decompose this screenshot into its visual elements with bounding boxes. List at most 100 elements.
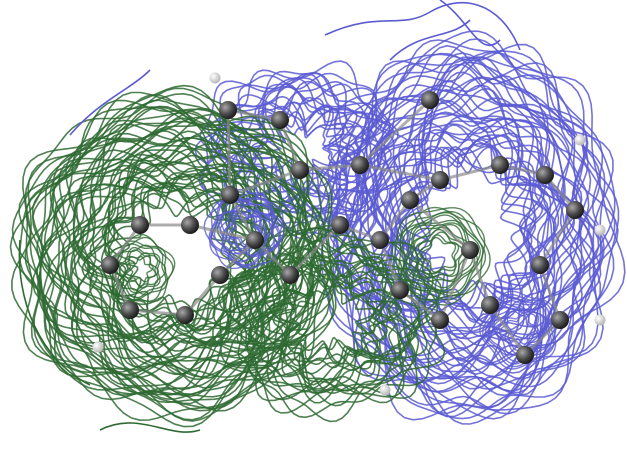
atom (271, 111, 289, 129)
atom (121, 301, 139, 319)
bond (229, 168, 301, 197)
streamline (251, 256, 403, 381)
streamline (484, 296, 553, 365)
streamline (389, 19, 471, 61)
bond (299, 163, 361, 172)
atom (431, 311, 449, 329)
atom (351, 156, 369, 174)
streamline (99, 422, 201, 433)
streamline (40, 111, 316, 405)
streamline (102, 173, 253, 332)
streamline (76, 154, 271, 361)
streamline (24, 108, 325, 396)
atom (281, 266, 299, 284)
atom (491, 156, 509, 174)
bond (189, 223, 256, 242)
atom (566, 201, 584, 219)
molecule (92, 72, 606, 396)
bond (438, 249, 472, 321)
streamline (236, 243, 428, 407)
atom (131, 216, 149, 234)
atom (391, 281, 409, 299)
streamline (408, 223, 474, 289)
streamline (324, 1, 521, 51)
bond (538, 209, 577, 266)
streamline (117, 244, 167, 296)
atom (181, 216, 199, 234)
atom (176, 306, 194, 324)
streamline (392, 207, 491, 306)
streamline (52, 117, 300, 391)
streamline (217, 227, 439, 404)
streamline (235, 239, 420, 390)
hydrogen-atom (379, 384, 391, 396)
streamline (11, 87, 333, 422)
bond (409, 198, 471, 252)
streamline (72, 149, 287, 371)
streamline (482, 293, 555, 368)
bond (468, 249, 492, 306)
atom (481, 296, 499, 314)
hydrogen-atom (209, 72, 221, 84)
streamline (9, 99, 335, 412)
streamline (391, 206, 486, 301)
streamline (359, 95, 583, 376)
streamline (69, 69, 151, 136)
atom (551, 311, 569, 329)
atom (431, 171, 449, 189)
streamline (271, 259, 400, 370)
streamline (439, 0, 501, 47)
streamline (126, 255, 154, 283)
atom (291, 161, 309, 179)
hydrogen-atom (92, 341, 104, 353)
streamlines (9, 0, 626, 433)
bond (359, 163, 441, 182)
streamline (397, 210, 487, 301)
streamline (54, 127, 295, 381)
streamline (101, 181, 253, 331)
streamline (25, 99, 322, 404)
atom (421, 91, 439, 109)
streamline (235, 234, 422, 395)
atom (371, 231, 389, 249)
atom (331, 216, 349, 234)
hydrogen-atom (594, 314, 606, 326)
bond (488, 304, 527, 356)
streamline (18, 239, 91, 386)
streamline (48, 136, 294, 379)
hydrogen-atom (574, 134, 586, 146)
streamline (333, 44, 619, 415)
atom (531, 256, 549, 274)
streamline (60, 135, 295, 368)
streamline (203, 188, 284, 270)
bond (226, 109, 232, 196)
streamline (215, 72, 391, 217)
atom (461, 241, 479, 259)
bond (288, 223, 342, 277)
streamline (394, 131, 549, 329)
streamline (417, 231, 464, 277)
atom (401, 191, 419, 209)
streamline (22, 84, 335, 428)
bond (439, 163, 501, 182)
bond (129, 308, 186, 317)
streamline (118, 249, 159, 291)
streamline (387, 124, 557, 340)
atom (101, 256, 119, 274)
bond (358, 98, 432, 167)
atom (219, 101, 237, 119)
streamline (255, 259, 403, 377)
atom (211, 266, 229, 284)
atom (246, 231, 264, 249)
streamline (418, 234, 460, 275)
bond (538, 264, 562, 321)
atom (536, 166, 554, 184)
streamline (479, 290, 557, 370)
hydrogen-atom (594, 224, 606, 236)
streamline (498, 310, 540, 352)
streamline (401, 214, 482, 294)
atom (516, 346, 534, 364)
streamline (27, 92, 330, 421)
